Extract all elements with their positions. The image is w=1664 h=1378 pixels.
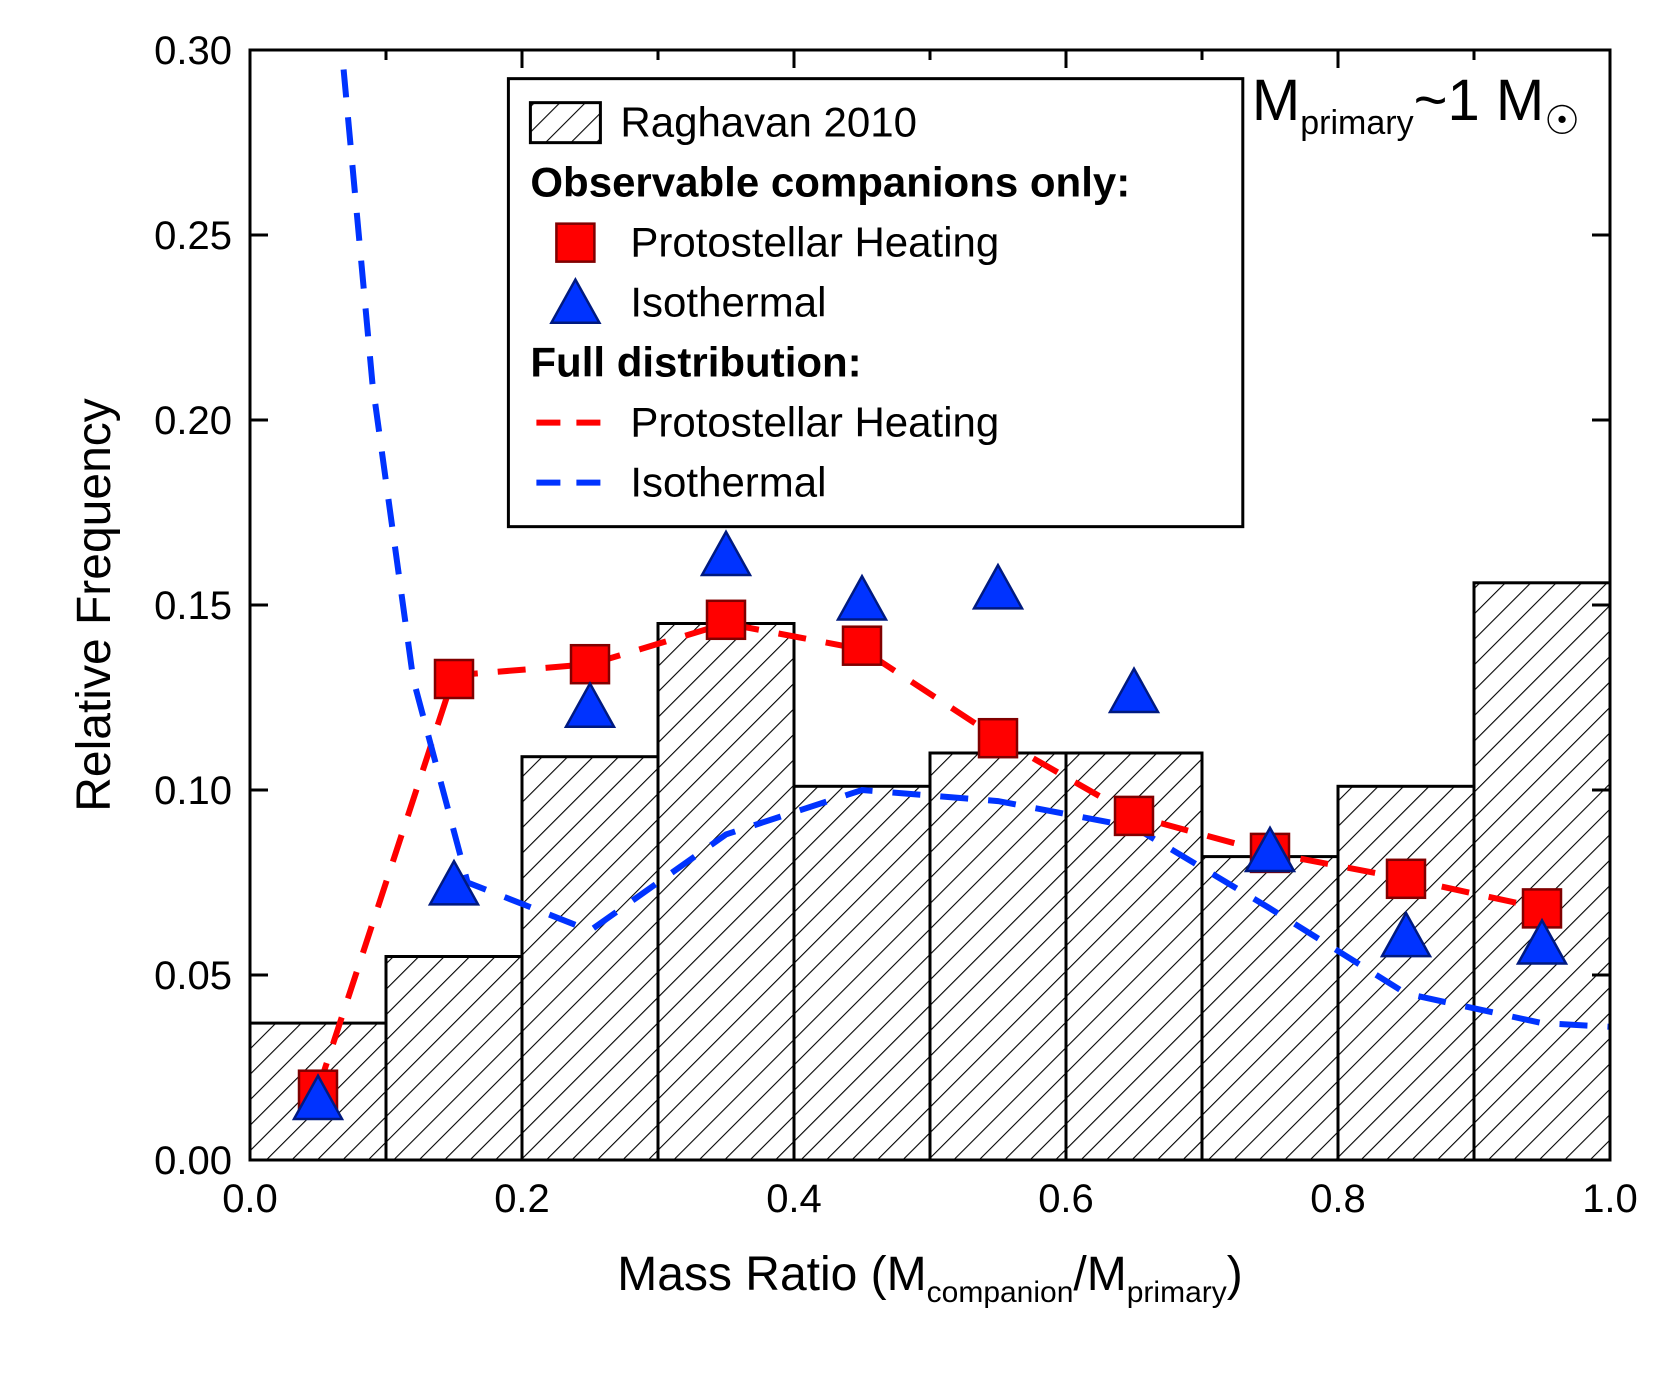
histogram-bar	[522, 757, 658, 1160]
legend-heading: Observable companions only:	[530, 159, 1130, 206]
chart-container: 0.0 0.2 0.4 0.6 0.8 1.0 0.00 0.05 0.10 0.15 0.20 0.…	[0, 0, 1664, 1378]
legend-label: Protostellar Heating	[630, 219, 999, 266]
y-tick-label: 0.15	[154, 584, 232, 628]
x-axis-label: Mass Ratio (Mcompanion/Mprimary)	[617, 1248, 1242, 1309]
square-marker	[571, 645, 609, 683]
histogram-bar	[930, 753, 1066, 1160]
square-marker	[1115, 797, 1153, 835]
y-tick-label: 0.05	[154, 954, 232, 998]
histogram-bar	[1474, 583, 1610, 1160]
square-marker	[1387, 860, 1425, 898]
y-tick-label: 0.00	[154, 1139, 232, 1183]
y-tick-label: 0.10	[154, 769, 232, 813]
x-tick-label: 0.6	[1038, 1177, 1094, 1221]
histogram-bar	[1338, 786, 1474, 1160]
legend-heading: Full distribution:	[530, 339, 861, 386]
legend-label: Isothermal	[630, 459, 826, 506]
x-tick-label: 0.4	[766, 1177, 822, 1221]
y-axis-label: Relative Frequency	[68, 398, 121, 812]
legend-label: Protostellar Heating	[630, 399, 999, 446]
y-tick-label: 0.20	[154, 399, 232, 443]
legend-box	[508, 79, 1242, 527]
histogram-bar	[1202, 857, 1338, 1160]
chart-svg: 0.0 0.2 0.4 0.6 0.8 1.0 0.00 0.05 0.10 0.15 0.20 0.…	[0, 0, 1664, 1378]
legend-label: Isothermal	[630, 279, 826, 326]
histogram-bar	[794, 786, 930, 1160]
x-tick-label: 1.0	[1582, 1177, 1638, 1221]
square-marker	[843, 627, 881, 665]
legend-label: Raghavan 2010	[620, 99, 917, 146]
square-marker	[979, 719, 1017, 757]
square-marker	[707, 601, 745, 639]
legend-swatch-hist	[530, 103, 600, 143]
histogram-bar	[658, 624, 794, 1161]
y-tick-label: 0.25	[154, 214, 232, 258]
square-marker	[556, 224, 594, 262]
histogram-bar	[386, 957, 522, 1161]
x-tick-label: 0.2	[494, 1177, 550, 1221]
square-marker	[435, 660, 473, 698]
x-tick-label: 0.0	[222, 1177, 278, 1221]
x-tick-label: 0.8	[1310, 1177, 1366, 1221]
y-tick-label: 0.30	[154, 29, 232, 73]
